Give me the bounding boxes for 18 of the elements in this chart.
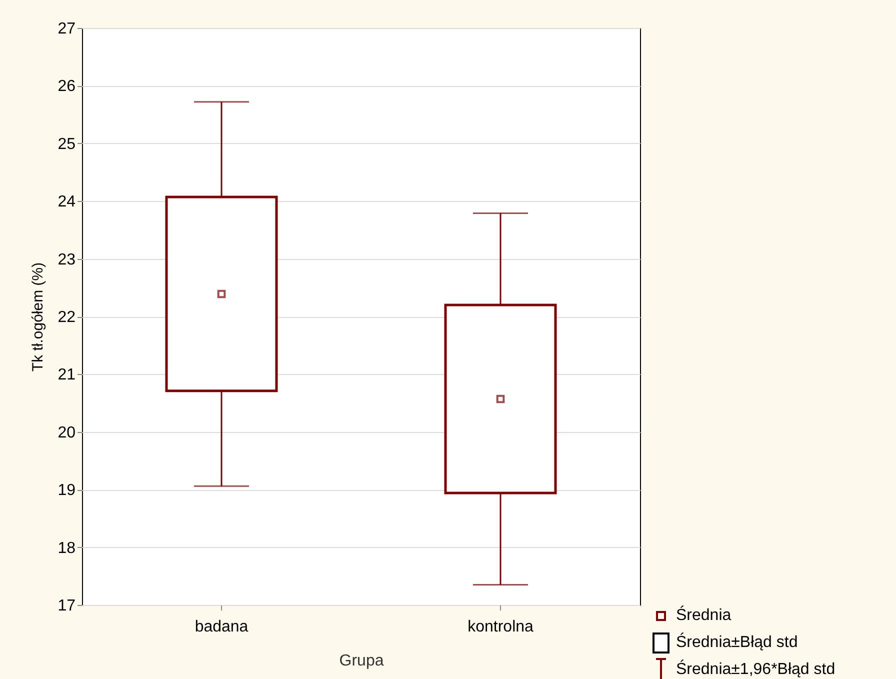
x-tick-label: kontrolna xyxy=(468,618,534,636)
text: Średnia xyxy=(676,604,732,626)
y-tick-label: 25 xyxy=(58,136,76,153)
y-tick-label: 24 xyxy=(58,194,76,211)
y-axis-title: Tk tł.ogółem (%) xyxy=(30,262,47,372)
y-tick-label: 19 xyxy=(58,482,76,500)
x-axis-title: Grupa xyxy=(339,652,384,670)
y-tick-label: 18 xyxy=(58,540,76,557)
y-tick-label: 17 xyxy=(58,598,76,614)
y-tick-label: 27 xyxy=(58,20,76,38)
x-tick-label: badana xyxy=(194,618,248,636)
y-tick-label: 20 xyxy=(58,424,76,442)
text: Średnia±1,96*Błąd std xyxy=(676,658,836,679)
y-tick-label: 23 xyxy=(58,251,76,268)
y-tick-label: 22 xyxy=(58,309,76,326)
y-tick-label: 26 xyxy=(58,78,76,96)
y-tick-label: 21 xyxy=(58,366,76,384)
text: Średnia±Błąd std xyxy=(676,632,798,653)
